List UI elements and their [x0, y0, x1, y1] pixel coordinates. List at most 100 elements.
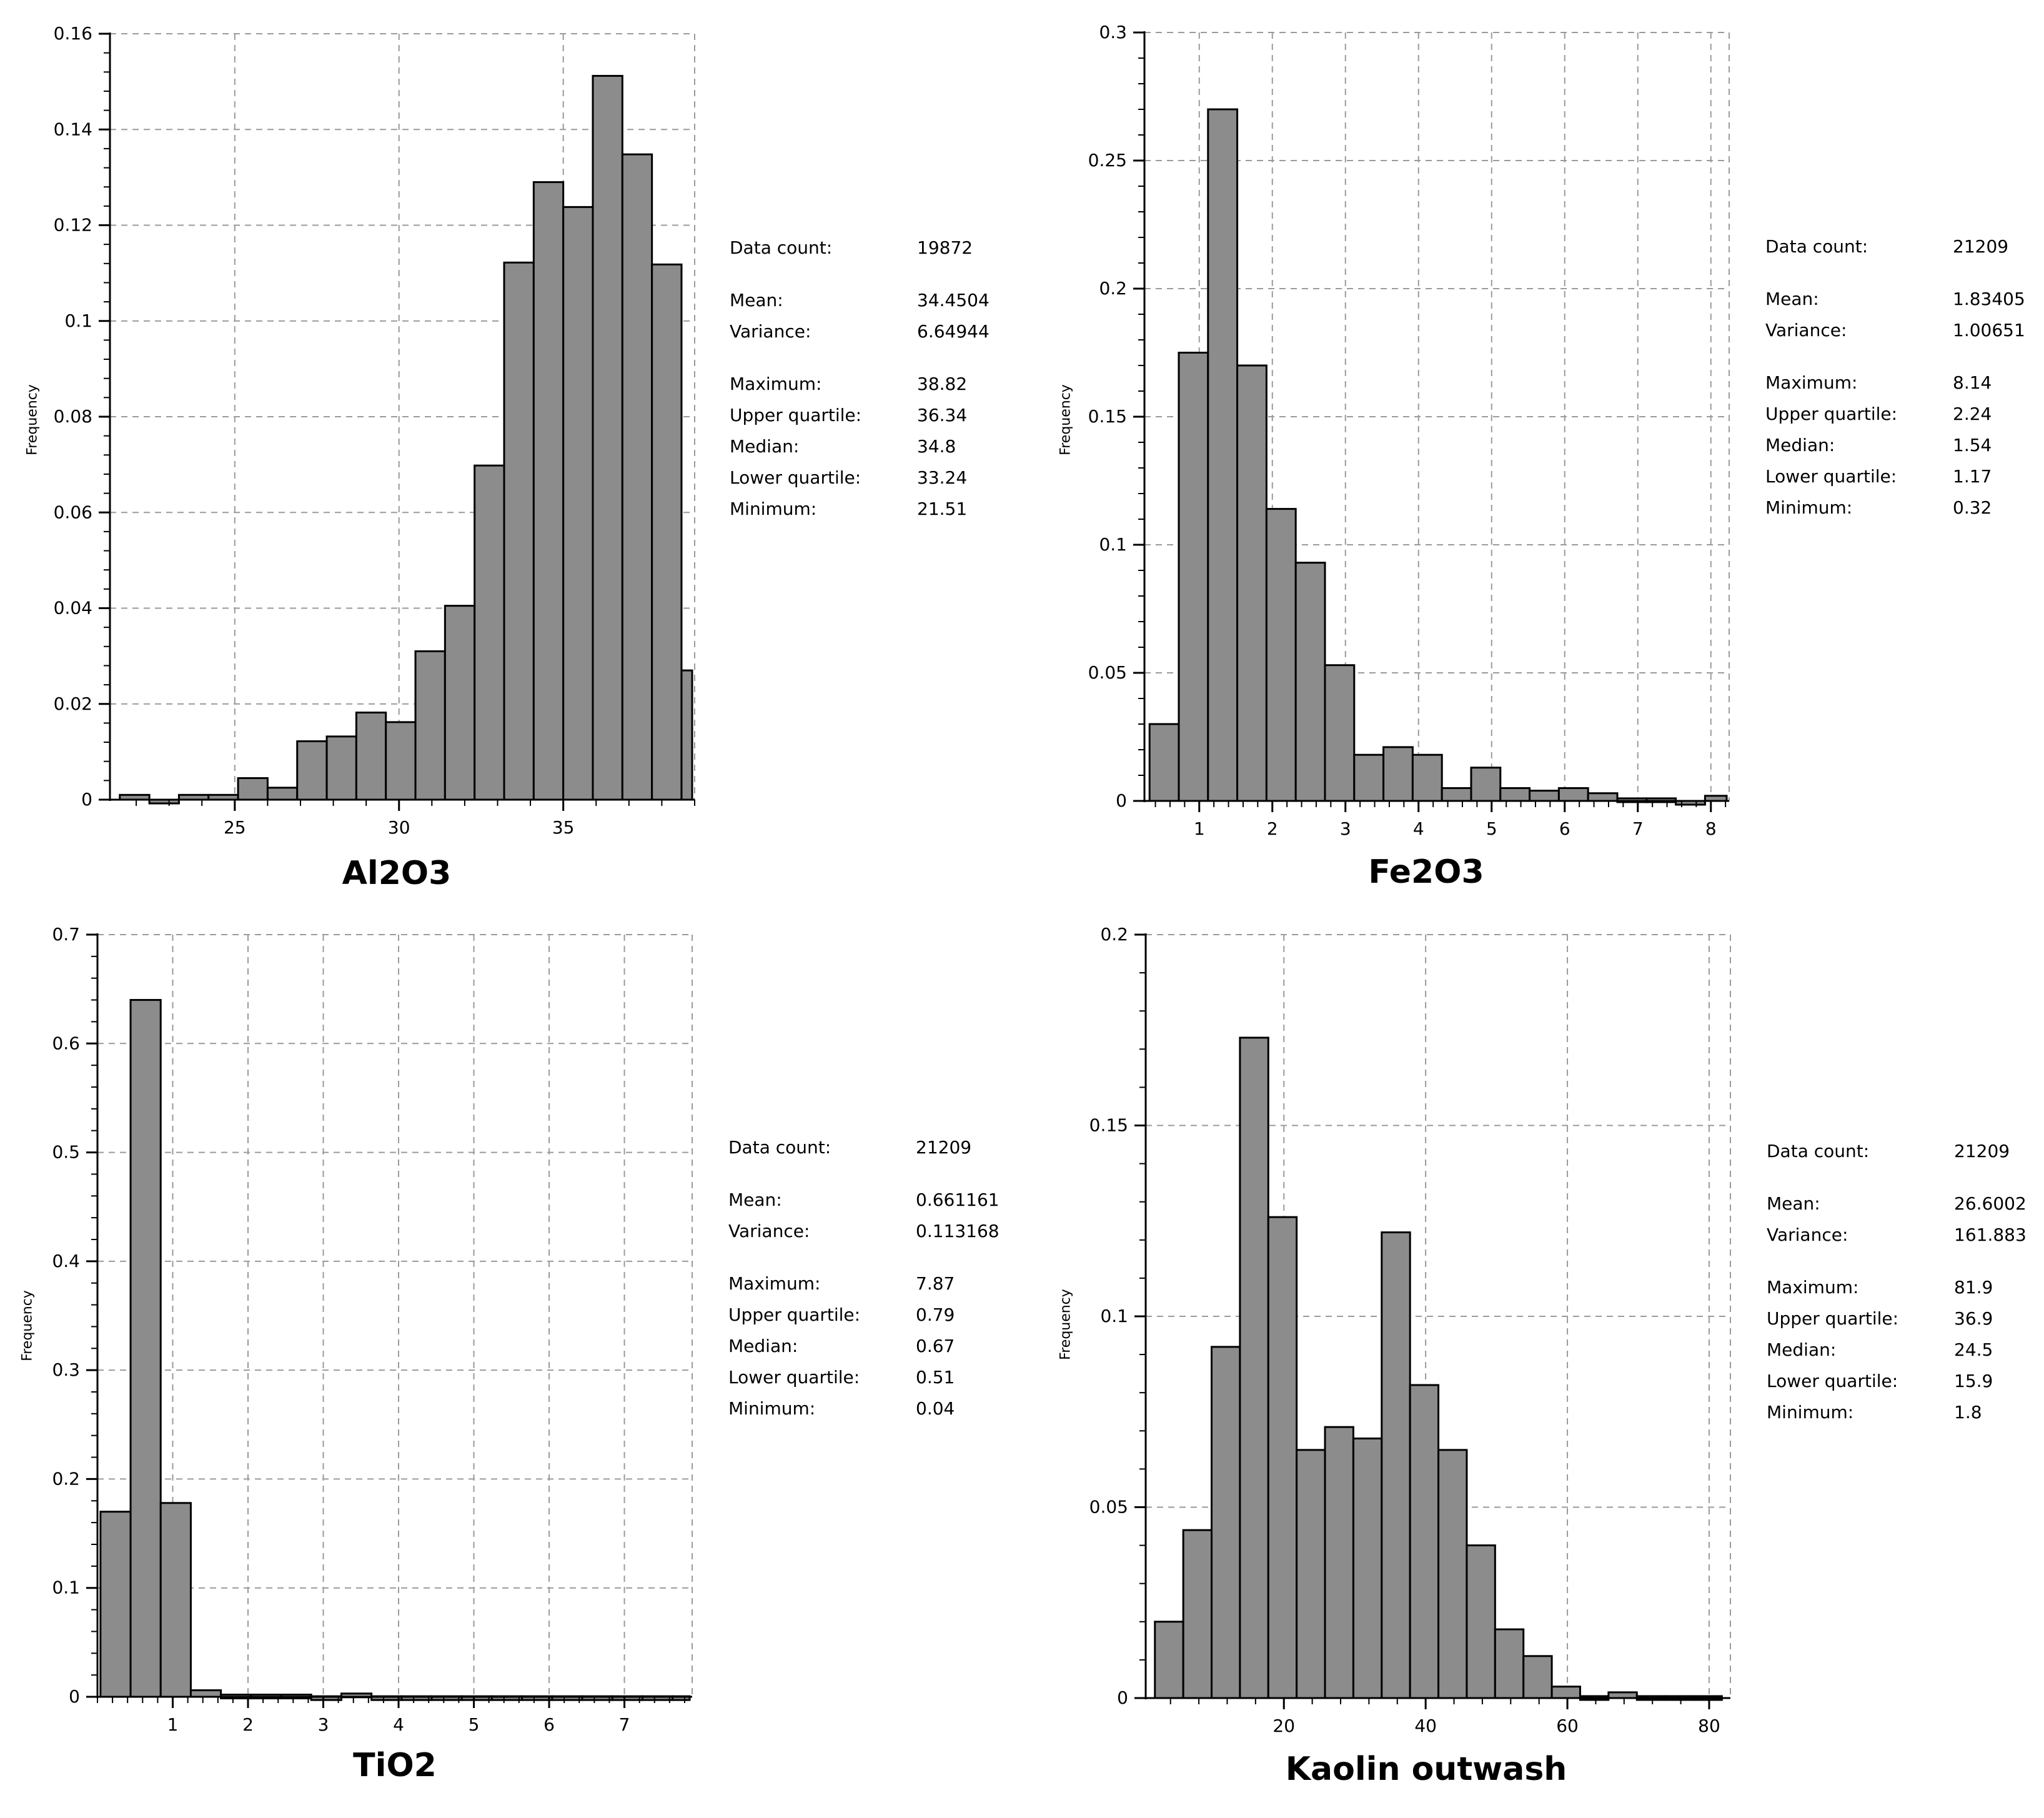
stat-label: Data count:: [1765, 236, 1868, 257]
stat-value: 21209: [1953, 236, 2009, 257]
histogram-bar: [385, 721, 417, 801]
histogram-bar: [325, 735, 357, 801]
histogram-bar: [562, 206, 594, 801]
histogram-bar: [237, 777, 269, 801]
stat-value: 1.8: [1954, 1402, 1982, 1423]
stat-label: Minimum:: [1767, 1402, 1854, 1423]
y-axis-label: Frequency: [24, 384, 41, 455]
stat-value: 21.51: [917, 499, 968, 519]
histogram-bar: [189, 1689, 222, 1698]
stat-value: 1.17: [1953, 466, 1992, 487]
stat-label: Maximum:: [730, 374, 822, 394]
histogram-bar: [1236, 364, 1268, 802]
histogram-plot: 0 0.02 0.04 0.06 0.08 0.1 0.12 0.14 0.16 25 30 35: [54, 23, 695, 838]
x-tick-label: 60: [1556, 1716, 1579, 1736]
y-tick-label: 0.4: [52, 1251, 80, 1271]
y-tick-label: 0.3: [52, 1359, 80, 1380]
histogram-bar: [1324, 664, 1356, 802]
stat-label: Median:: [730, 436, 800, 457]
y-tick-label: 0.12: [54, 215, 92, 236]
stat-value: 7.87: [916, 1273, 955, 1294]
axes: 0 0.02 0.04 0.06 0.08 0.1 0.12 0.14 0.16 25 30 35: [54, 23, 695, 838]
gridlines: [97, 934, 693, 1697]
stat-label: Median:: [1767, 1339, 1837, 1360]
chart-title: Fe2O3: [1368, 853, 1484, 891]
x-tick-label: 3: [318, 1714, 329, 1735]
stat-label: Median:: [728, 1336, 798, 1356]
y-axis-label: Frequency: [1058, 384, 1074, 455]
y-tick-label: 0.05: [1088, 662, 1127, 683]
x-tick-label: 1: [1194, 818, 1205, 839]
chart-title: TiO2: [353, 1747, 437, 1784]
histogram-bar: [414, 650, 446, 801]
histogram-plot: 0 0.05 0.1 0.15 0.2 20 40 60 80: [1089, 924, 1731, 1736]
y-tick-label: 0.2: [52, 1468, 80, 1489]
stat-value: 8.14: [1953, 372, 1992, 393]
histogram-bar: [1211, 1346, 1241, 1699]
histogram-bar: [1352, 1438, 1383, 1699]
histogram-bar: [1409, 1384, 1440, 1699]
stat-label: Upper quartile:: [728, 1304, 861, 1325]
x-tick-label: 80: [1698, 1716, 1720, 1736]
stat-label: Median:: [1765, 435, 1835, 455]
stat-value: 36.34: [917, 405, 968, 425]
y-tick-label: 0.14: [54, 119, 92, 139]
x-tick-label: 25: [224, 817, 246, 838]
histogram-plot: 0 0.1 0.2 0.3 0.4 0.5 0.6 0.7 1 2 3 4 5 6 7: [52, 924, 693, 1735]
stat-label: Maximum:: [728, 1273, 821, 1294]
stat-value: 26.6002: [1954, 1193, 2027, 1214]
histogram-bar: [621, 153, 653, 801]
histogram-panel-kaolin-outwash: 0 0.05 0.1 0.15 0.2 20 40 60 80 Frequency Kaolin…: [1022, 900, 2044, 1818]
axes: 0 0.05 0.1 0.15 0.2 0.25 0.3 1 2 3 4 5 6 7 8: [1088, 22, 1729, 839]
x-tick-label: 2: [242, 1714, 254, 1735]
histogram-panel-al2o3: 0 0.02 0.04 0.06 0.08 0.1 0.12 0.14 0.16 25 30 35 F…: [0, 0, 1022, 900]
axes: 0 0.05 0.1 0.15 0.2 20 40 60 80: [1089, 924, 1730, 1736]
stat-value: 1.83405: [1953, 289, 2025, 309]
x-tick-label: 5: [469, 1714, 480, 1735]
stat-label: Variance:: [730, 321, 811, 342]
bars: [119, 74, 693, 805]
x-tick-label: 1: [167, 1714, 179, 1735]
stat-value: 6.64944: [917, 321, 990, 342]
histogram-bar: [1148, 723, 1180, 802]
histogram-bar: [1522, 1655, 1553, 1699]
histogram-bar: [1294, 562, 1326, 802]
histogram-bar: [355, 712, 387, 801]
histogram-bar: [1324, 1426, 1354, 1699]
y-tick-label: 0.02: [54, 693, 92, 714]
histogram-panel-tio2: 0 0.1 0.2 0.3 0.4 0.5 0.6 0.7 1 2 3 4 5 6 7 Frequency …: [0, 900, 1022, 1818]
stat-label: Upper quartile:: [1765, 404, 1898, 424]
x-tick-label: 6: [1559, 818, 1570, 839]
histogram-bar: [1296, 1449, 1326, 1699]
stat-label: Variance:: [1767, 1224, 1848, 1245]
stat-label: Mean:: [1765, 289, 1819, 309]
histogram-bar: [1353, 753, 1385, 802]
histogram-bar: [99, 1511, 132, 1698]
histogram-bar: [651, 263, 683, 801]
histogram-bar: [1207, 108, 1239, 802]
histogram-bar: [159, 1502, 192, 1698]
bars: [1154, 1036, 1723, 1701]
chart-title: Kaolin outwash: [1285, 1751, 1567, 1788]
y-tick-label: 0.5: [52, 1142, 80, 1163]
y-tick-label: 0.2: [1100, 924, 1128, 945]
histogram-panel-fe2o3: 0 0.05 0.1 0.15 0.2 0.25 0.3 1 2 3 4 5 6 7 8 Frequency…: [1022, 0, 2044, 900]
histogram-bar: [1239, 1036, 1269, 1699]
histogram-bar: [1470, 767, 1502, 802]
x-tick-label: 2: [1267, 818, 1278, 839]
stat-label: Lower quartile:: [1765, 466, 1897, 487]
y-tick-label: 0.7: [52, 924, 80, 945]
y-tick-label: 0.1: [52, 1577, 80, 1598]
x-tick-label: 4: [393, 1714, 404, 1735]
y-tick-label: 0: [69, 1686, 80, 1707]
stat-label: Mean:: [1767, 1193, 1820, 1214]
stat-value: 34.8: [917, 436, 956, 457]
histogram-bar: [1557, 787, 1589, 802]
stat-value: 0.32: [1953, 497, 1992, 518]
histogram-bar: [1466, 1544, 1496, 1699]
stat-value: 81.9: [1954, 1277, 1993, 1298]
x-tick-label: 3: [1340, 818, 1351, 839]
stat-label: Lower quartile:: [1767, 1371, 1898, 1391]
y-tick-label: 0.3: [1099, 22, 1127, 42]
y-tick-label: 0: [1117, 1687, 1128, 1708]
